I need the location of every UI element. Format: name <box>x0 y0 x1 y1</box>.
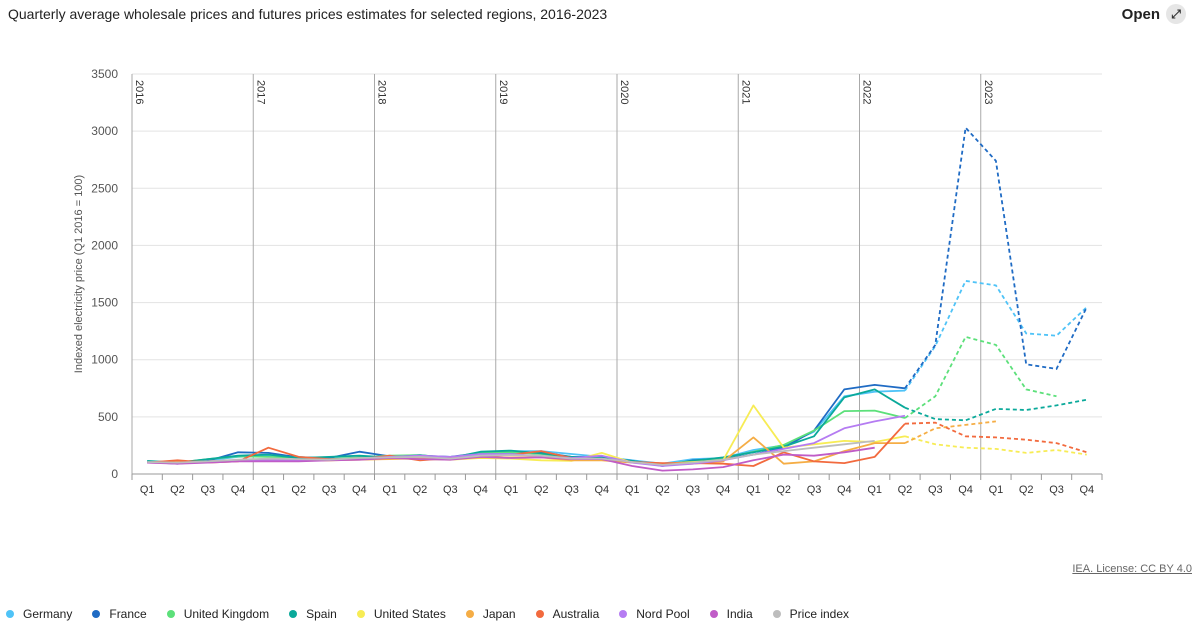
x-tick-label: Q1 <box>504 484 519 496</box>
year-label: 2020 <box>618 80 630 104</box>
open-label: Open <box>1121 5 1160 23</box>
legend-item-nord-pool[interactable]: Nord Pool <box>619 607 690 621</box>
legend-dot-icon <box>772 610 781 618</box>
x-tick-label: Q2 <box>534 484 549 496</box>
x-tick-label: Q1 <box>867 484 882 496</box>
x-tick-label: Q3 <box>443 484 458 496</box>
x-tick-label: Q1 <box>625 484 640 496</box>
x-tick-label: Q3 <box>200 484 215 496</box>
legend-label: Germany <box>23 607 73 621</box>
x-tick-label: Q4 <box>231 484 246 496</box>
x-tick-label: Q1 <box>989 484 1004 496</box>
legend-dot-icon <box>709 610 718 618</box>
series-line-australia <box>147 423 906 467</box>
y-tick-label: 3000 <box>91 124 118 138</box>
y-tick-label: 2500 <box>91 181 118 195</box>
legend-dot-icon <box>356 610 365 618</box>
x-tick-label: Q4 <box>352 484 367 496</box>
legend-label: Australia <box>552 607 600 621</box>
open-button[interactable]: Open ⤢ <box>1122 4 1186 24</box>
x-tick-label: Q3 <box>928 484 943 496</box>
y-axis-title: Indexed electricity price (Q1 2016 = 100… <box>73 175 85 373</box>
year-label: 2023 <box>982 80 994 104</box>
x-tick-label: Q1 <box>382 484 397 496</box>
x-tick-label: Q4 <box>595 484 610 496</box>
x-tick-label: Q4 <box>1080 484 1095 496</box>
y-tick-label: 500 <box>98 410 118 424</box>
x-tick-label: Q1 <box>140 484 155 496</box>
legend-item-spain[interactable]: Spain <box>289 607 337 621</box>
series-forecast-france <box>904 125 1088 389</box>
x-tick-label: Q2 <box>1019 484 1034 496</box>
series-forecast-germany <box>904 279 1088 392</box>
x-tick-label: Q3 <box>685 484 700 496</box>
x-tick-label: Q2 <box>170 484 185 496</box>
legend-dot-icon <box>465 610 474 618</box>
series-line-price-index <box>147 440 875 466</box>
year-label: 2016 <box>133 80 145 104</box>
x-tick-label: Q3 <box>322 484 337 496</box>
legend-label: United States <box>373 607 446 621</box>
line-chart: 0 500 1000 1500 2000 2500 3000 3500 Indexed elec… <box>73 67 1103 496</box>
legend-label: India <box>726 607 753 621</box>
year-label: 2021 <box>739 80 751 104</box>
legend-label: United Kingdom <box>183 607 270 621</box>
y-tick-label: 1500 <box>91 296 118 310</box>
legend-label: Japan <box>482 607 516 621</box>
chart-title: Quarterly average wholesale prices and f… <box>8 6 608 22</box>
legend-item-france[interactable]: France <box>92 607 147 621</box>
x-tick-label: Q4 <box>716 484 731 496</box>
legend-label: Spain <box>306 607 337 621</box>
x-tick-label: Q2 <box>776 484 791 496</box>
x-tick-label: Q2 <box>655 484 670 496</box>
legend-dot-icon <box>619 610 628 618</box>
legend-item-australia[interactable]: Australia <box>535 607 600 621</box>
x-tick-label: Q3 <box>564 484 579 496</box>
y-tick-label: 3500 <box>91 67 118 81</box>
legend-label: France <box>109 607 147 621</box>
x-tick-label: Q2 <box>898 484 913 496</box>
expand-icon: ⤢ <box>1166 4 1186 24</box>
legend-dot-icon <box>289 610 298 618</box>
series-forecast-spain <box>904 398 1087 422</box>
year-label: 2018 <box>376 80 388 104</box>
year-label: 2019 <box>497 80 509 104</box>
year-label: 2022 <box>861 80 873 104</box>
x-tick-label: Q4 <box>837 484 852 496</box>
series-forecast-united-states <box>904 435 1087 456</box>
legend-item-japan[interactable]: Japan <box>465 607 516 621</box>
x-tick-label: Q3 <box>807 484 822 496</box>
legend-dot-icon <box>6 610 14 618</box>
chart-legend: Germany France United Kingdom Spain United S… <box>6 607 869 621</box>
x-tick-label: Q3 <box>1049 484 1064 496</box>
legend-item-united-states[interactable]: United States <box>356 607 446 621</box>
x-tick-label: Q1 <box>746 484 761 496</box>
y-tick-label: 2000 <box>91 238 118 252</box>
y-tick-label: 0 <box>111 467 118 481</box>
series-forecast-united-kingdom <box>904 335 1057 419</box>
license-link[interactable]: IEA. License: CC BY 4.0 <box>1072 563 1192 575</box>
legend-label: Price index <box>789 607 850 621</box>
legend-label: Nord Pool <box>636 607 690 621</box>
x-tick-label: Q4 <box>473 484 488 496</box>
legend-item-india[interactable]: India <box>709 607 753 621</box>
legend-dot-icon <box>166 610 175 618</box>
legend-dot-icon <box>92 610 101 618</box>
legend-dot-icon <box>535 610 544 618</box>
x-tick-label: Q2 <box>291 484 306 496</box>
y-tick-label: 1000 <box>91 353 118 367</box>
legend-item-price-index[interactable]: Price index <box>772 607 850 621</box>
series-forecast-japan <box>904 420 997 444</box>
x-tick-label: Q4 <box>958 484 973 496</box>
series-line-india <box>147 446 875 472</box>
series-forecast-australia <box>904 421 1088 454</box>
legend-item-germany[interactable]: Germany <box>6 607 72 621</box>
x-tick-label: Q2 <box>413 484 428 496</box>
year-label: 2017 <box>254 80 266 104</box>
x-tick-label: Q1 <box>261 484 276 496</box>
legend-item-united-kingdom[interactable]: United Kingdom <box>166 607 270 621</box>
